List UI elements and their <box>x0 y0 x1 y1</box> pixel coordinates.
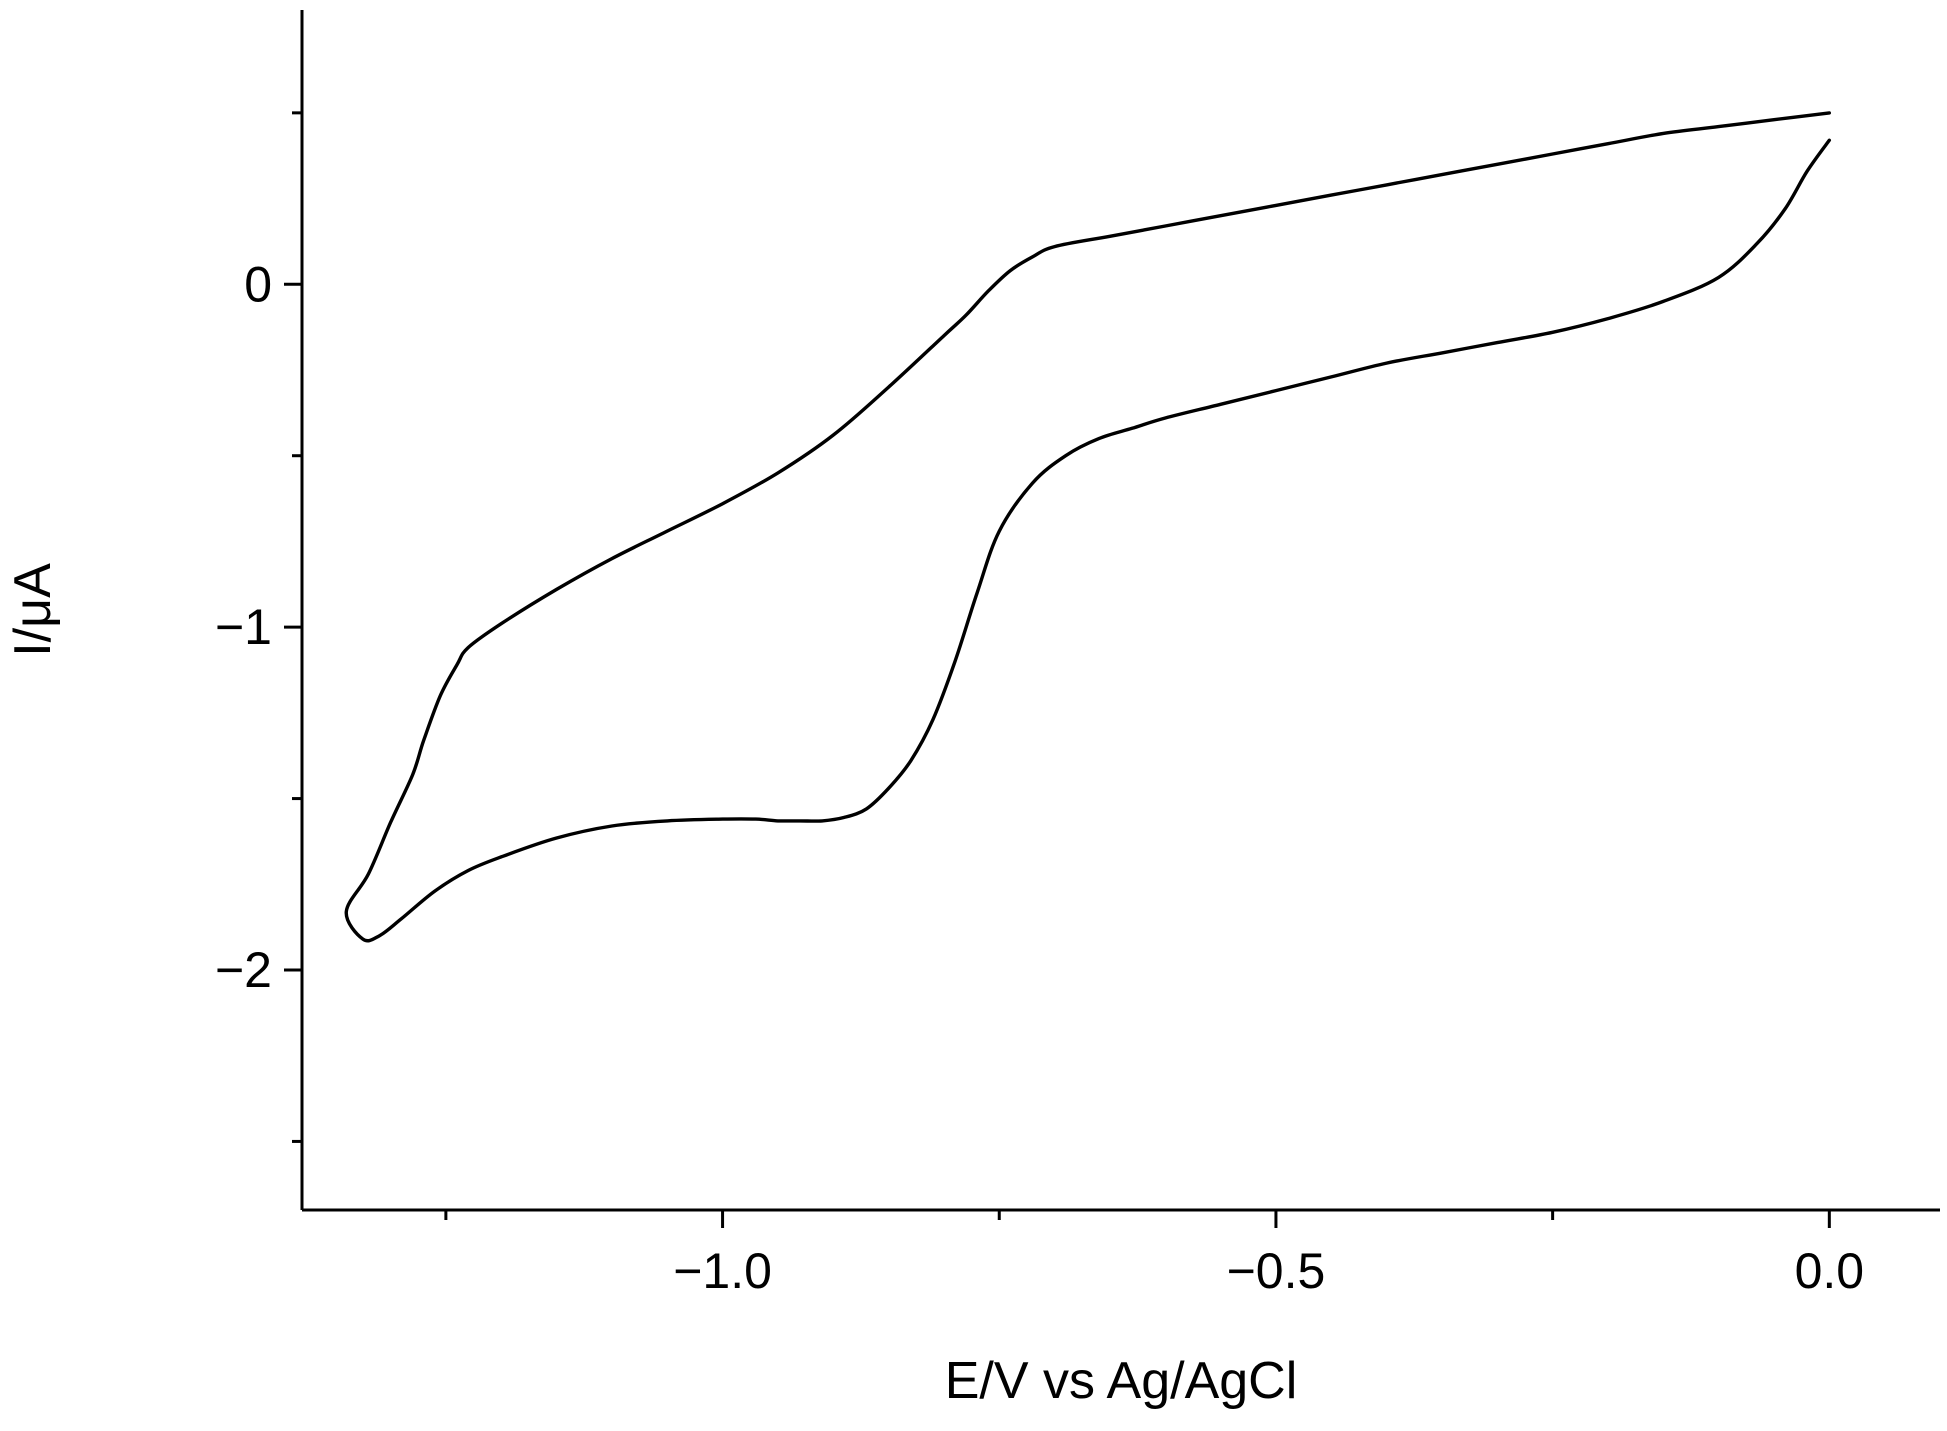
axes <box>300 10 1940 1212</box>
x-axis-title: E/V vs Ag/AgCl <box>945 1352 1298 1410</box>
x-ticks: −1.0 −0.5 0.0 <box>444 1210 1865 1299</box>
y-tick-label: −1 <box>215 599 272 655</box>
y-tick-label: −2 <box>215 942 272 998</box>
y-tick-label: 0 <box>244 256 272 312</box>
cv-curve-series <box>344 111 1831 943</box>
x-tick-label: 0.0 <box>1795 1243 1865 1299</box>
x-tick-label: −0.5 <box>1227 1243 1326 1299</box>
x-tick-label: −1.0 <box>673 1243 772 1299</box>
y-axis-title: I/μA <box>4 563 62 657</box>
y-ticks: 0 −1 −2 <box>215 111 302 1143</box>
